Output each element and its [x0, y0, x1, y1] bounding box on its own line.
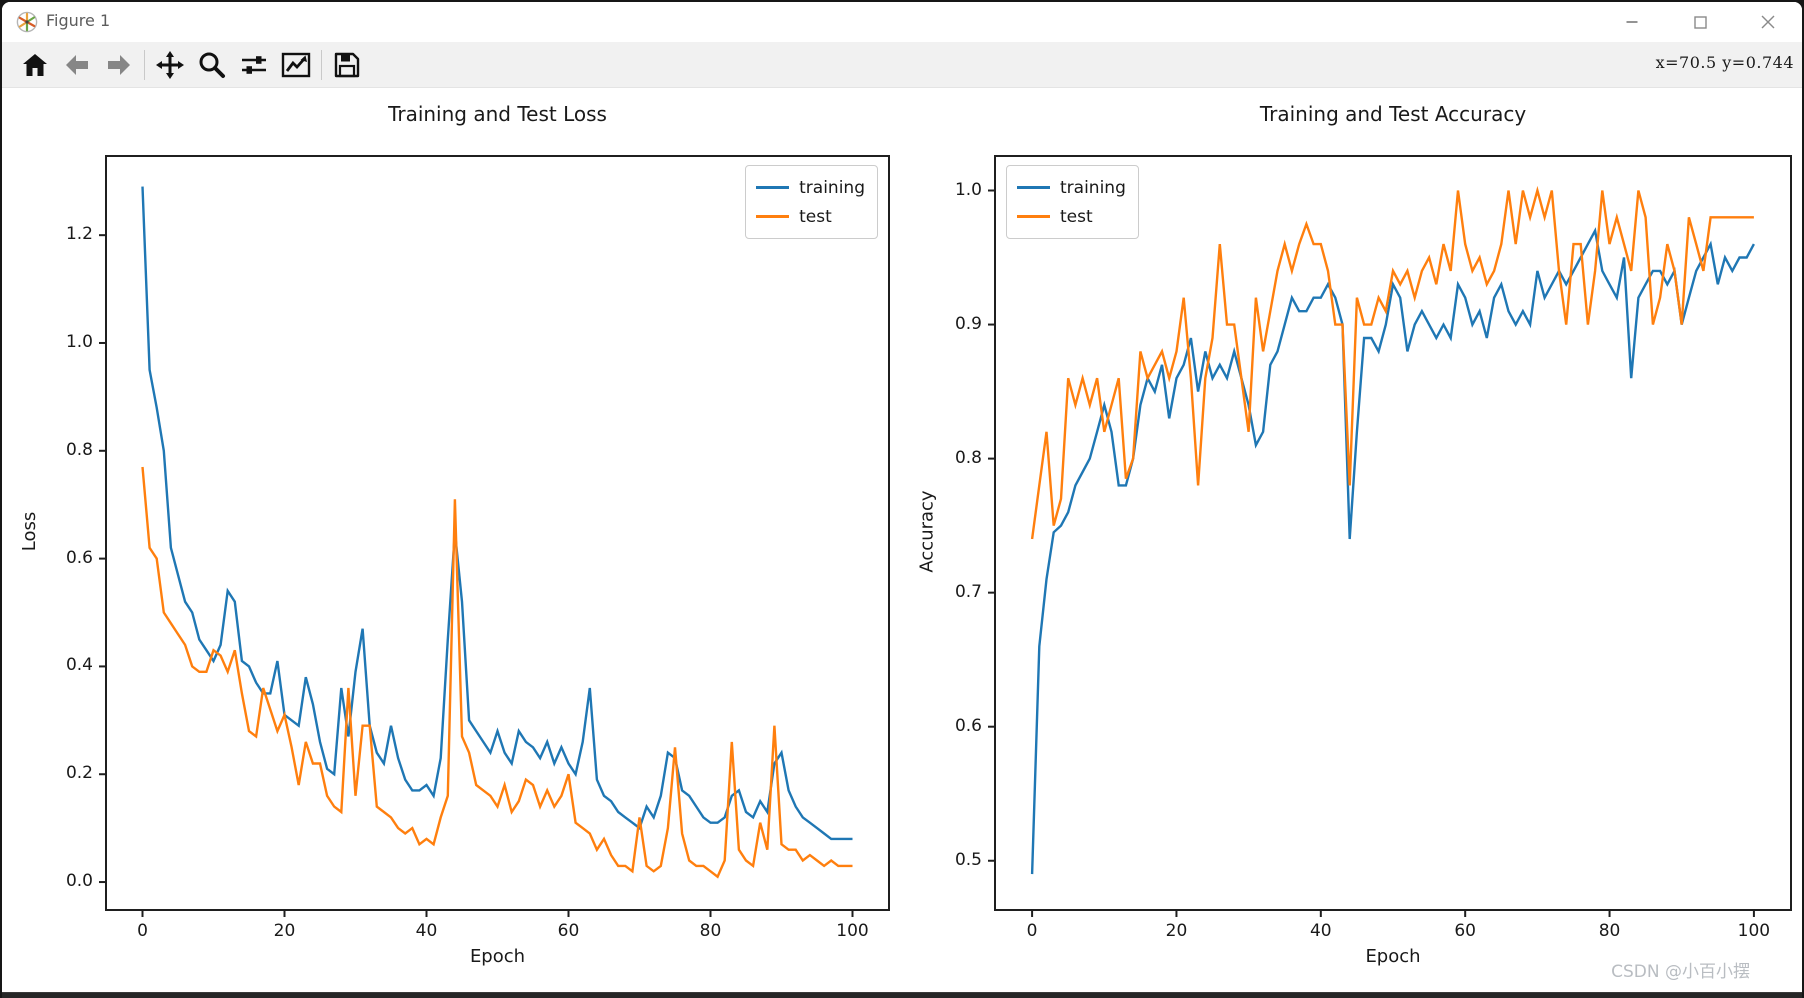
chart-options-icon — [281, 52, 311, 77]
y-tick-label: 0.2 — [65, 763, 93, 784]
toolbar-separator — [144, 49, 145, 80]
window-controls — [1598, 2, 1802, 42]
y-tick-label: 1.2 — [65, 224, 93, 245]
cursor-coordinates-readout: x=70.5 y=0.744 — [1655, 53, 1794, 72]
x-tick-label: 100 — [836, 921, 869, 941]
plot-lines-svg — [988, 185, 1755, 917]
minimize-icon — [1626, 21, 1638, 23]
title-bar: Figure 1 — [2, 2, 1802, 42]
x-tick-label: 40 — [415, 921, 438, 941]
toolbar-separator — [321, 49, 322, 80]
magnifier-icon — [199, 52, 225, 78]
y-tick-label: 0.6 — [65, 547, 93, 568]
x-tick-label: 60 — [557, 921, 580, 941]
y-tick-label: 1.0 — [954, 179, 982, 200]
close-icon — [1761, 15, 1775, 29]
sliders-icon — [242, 55, 266, 74]
accuracy-axes-area[interactable]: 0 20 40 60 80 100 0.5 0.6 0.7 0.8 0.9 1.0 training te… — [955, 155, 1792, 941]
plot-lines-svg — [99, 186, 854, 917]
y-tick-label: 1.0 — [65, 331, 93, 352]
y-tick-label: 0.8 — [65, 439, 93, 460]
legend-label: training — [1060, 177, 1126, 198]
accuracy-plot-title: Training and Test Accuracy — [1259, 102, 1527, 126]
legend-item: training — [1017, 173, 1126, 202]
zoom-button[interactable] — [191, 45, 233, 85]
forward-button[interactable] — [98, 45, 140, 85]
legend-line-sample — [756, 186, 790, 189]
legend: training test — [1006, 165, 1139, 239]
legend-line-sample — [1017, 215, 1050, 218]
test-curve — [141, 466, 853, 879]
loss-y-axis-label: Loss — [19, 511, 41, 552]
loss-x-axis-label: Epoch — [469, 946, 526, 967]
y-tick-label: 0.0 — [65, 871, 93, 892]
legend: training test — [745, 165, 878, 239]
accuracy-x-axis-label: Epoch — [1365, 946, 1421, 967]
y-tick-label: 0.5 — [954, 849, 982, 870]
legend-label: training — [799, 177, 865, 198]
matplotlib-toolbar: x=70.5 y=0.744 — [2, 42, 1802, 88]
loss-plot-title: Training and Test Loss — [388, 102, 607, 126]
x-tick-label: 20 — [273, 921, 296, 941]
save-button[interactable] — [326, 45, 368, 85]
customize-button[interactable] — [275, 45, 317, 85]
x-tick-label: 60 — [1454, 921, 1476, 941]
configure-subplots-button[interactable] — [233, 45, 275, 85]
accuracy-plot: Training and Test Accuracy Accuracy 0 20 4… — [902, 88, 1802, 992]
minimize-button[interactable] — [1598, 2, 1666, 42]
y-tick-label: 0.8 — [954, 447, 982, 468]
x-tick-label: 80 — [699, 921, 722, 941]
training-curve — [1030, 227, 1755, 875]
x-tick-label: 0 — [1026, 921, 1038, 941]
maximize-icon — [1693, 15, 1707, 29]
x-tick-label: 40 — [1309, 921, 1332, 941]
home-button[interactable] — [14, 45, 56, 85]
background-console-sliver — [2, 992, 1802, 998]
legend-line-sample — [1017, 186, 1050, 189]
pan-button[interactable] — [149, 45, 191, 85]
csdn-watermark: CSDN @小百小摆 — [1611, 962, 1750, 982]
floppy-icon — [334, 52, 360, 77]
arrow-right-icon — [108, 54, 130, 75]
window-title: Figure 1 — [46, 11, 111, 30]
move-icon — [156, 50, 184, 79]
accuracy-y-axis-label: Accuracy — [916, 490, 938, 573]
home-icon — [23, 53, 47, 76]
y-tick-label: 0.9 — [954, 313, 982, 334]
legend-item: test — [756, 202, 865, 231]
close-button[interactable] — [1734, 2, 1802, 42]
x-tick-label: 0 — [137, 921, 148, 941]
y-tick-label: 0.4 — [65, 655, 93, 676]
y-tick-label: 0.6 — [954, 715, 982, 736]
maximize-button[interactable] — [1666, 2, 1734, 42]
loss-axes-area[interactable]: 0 20 40 60 80 100 0.0 0.2 0.4 0.6 0.8 1.0 1.2 trainin… — [66, 155, 890, 941]
training-curve — [141, 186, 853, 841]
legend-label: test — [799, 206, 832, 227]
x-tick-label: 20 — [1165, 921, 1188, 941]
loss-plot: Training and Test Loss Loss 0 20 40 60 80 100… — [2, 88, 902, 992]
arrow-left-icon — [66, 54, 88, 75]
legend-item: training — [756, 173, 865, 202]
back-button[interactable] — [56, 45, 98, 85]
x-tick-label: 80 — [1598, 921, 1621, 941]
figure-canvas: Training and Test Loss Loss 0 20 40 60 80 100… — [2, 88, 1802, 992]
test-curve — [1030, 185, 1754, 540]
legend-item: test — [1017, 202, 1126, 231]
legend-line-sample — [756, 215, 790, 218]
y-tick-label: 0.7 — [954, 581, 982, 602]
matplotlib-logo-icon — [16, 11, 38, 33]
x-tick-label: 100 — [1737, 921, 1771, 941]
legend-label: test — [1060, 206, 1093, 227]
